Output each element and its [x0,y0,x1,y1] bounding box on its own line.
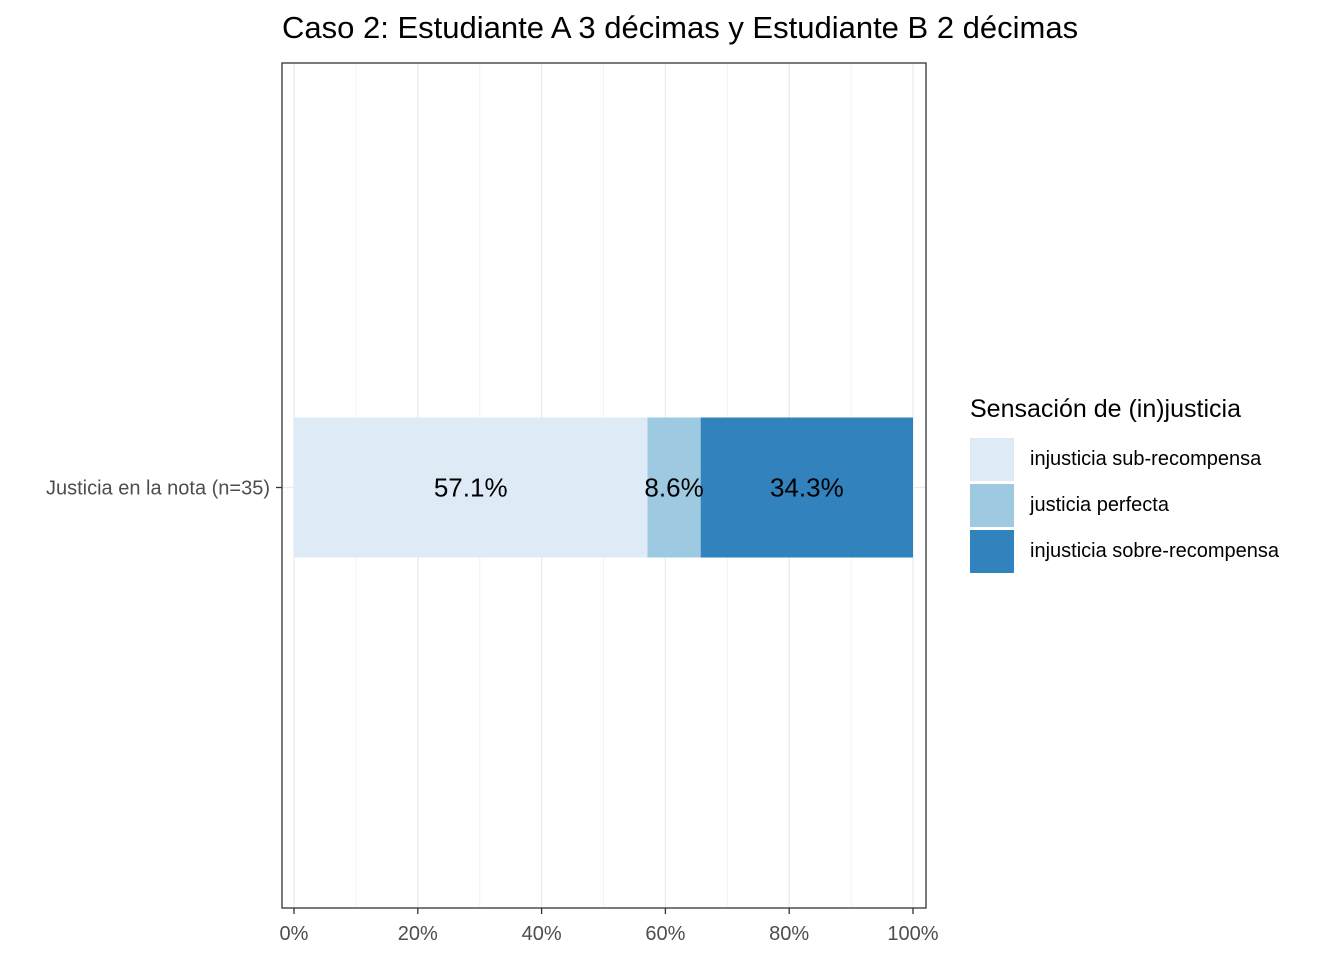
bar-segment [294,417,648,558]
x-tick-label: 80% [769,923,809,945]
legend-item: justicia perfecta [970,482,1279,528]
x-tick-label: 20% [398,923,438,945]
legend-key [970,483,1014,527]
plot-border [281,62,927,909]
legend: Sensación de (in)justicia injusticia sub… [970,395,1279,574]
bar-segment [700,417,913,558]
legend-label: injusticia sobre-recompensa [1030,539,1280,562]
legend-key [970,529,1014,573]
bar-segment [647,417,701,558]
legend-title: Sensación de (in)justicia [970,395,1241,423]
x-tick-label: 100% [887,923,938,945]
legend-label: justicia perfecta [1030,493,1169,516]
legend-item: injusticia sub-recompensa [970,436,1279,482]
legend-item: injusticia sobre-recompensa [970,528,1279,574]
x-tick-label: 0% [280,923,309,945]
y-tick-label: Justicia en la nota (n=35) [46,478,270,500]
data-label: 34.3% [770,473,844,503]
x-tick-label: 60% [645,923,685,945]
x-tick-label: 40% [522,923,562,945]
data-label: 8.6% [644,473,703,503]
legend-key [970,437,1014,481]
chart-title: Caso 2: Estudiante A 3 décimas y Estudia… [282,10,1079,45]
data-label: 57.1% [434,473,508,503]
legend-label: injusticia sub-recompensa [1030,447,1262,470]
